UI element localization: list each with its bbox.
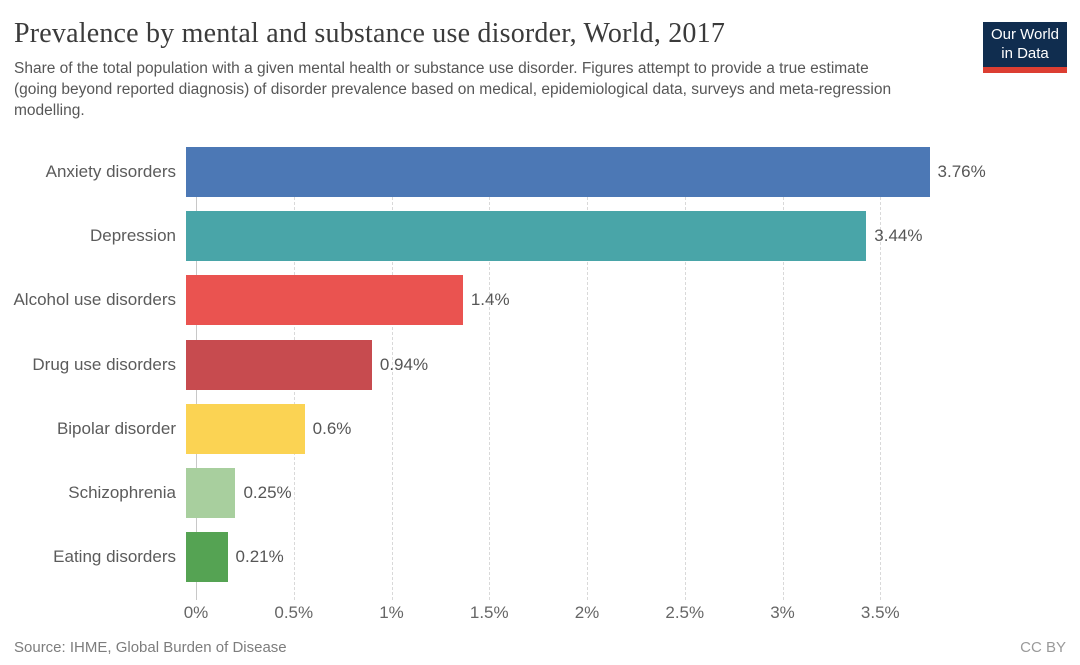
category-label-schizophrenia: Schizophrenia [68,483,176,503]
chart-subtitle: Share of the total population with a giv… [14,60,892,119]
bar-row-alcohol-use-disorders: Alcohol use disorders 1.4% [0,268,1080,332]
bar-track: 0.21% [186,532,1066,583]
bar-row-drug-use-disorders: Drug use disorders 0.94% [0,333,1080,397]
owid-logo[interactable]: Our World in Data [983,22,1067,73]
bar-bipolar-disorder[interactable] [186,403,305,454]
category-label-alcohol-use-disorders: Alcohol use disorders [13,290,176,310]
bar-row-schizophrenia: Schizophrenia 0.25% [0,461,1080,525]
x-tick-label-3%: 3% [770,603,795,622]
category-label-depression: Depression [90,226,176,246]
bar-track: 3.76% [186,147,1066,198]
value-label-depression: 3.44% [874,226,923,246]
value-label-schizophrenia: 0.25% [243,483,292,503]
source-note: Source: IHME, Global Burden of Disease [14,639,287,656]
gridline [880,147,882,600]
bar-anxiety-disorders[interactable] [186,147,930,198]
gridline [782,147,784,600]
bar-row-eating-disorders: Eating disorders 0.21% [0,525,1080,589]
bar-row-depression: Depression 3.44% [0,204,1080,268]
value-label-drug-use-disorders: 0.94% [379,354,429,374]
bar-track: 3.44% [186,211,1066,262]
gridline [391,147,393,600]
bar-row-bipolar-disorder: Bipolar disorder 0.6% [0,397,1080,461]
bar-row-anxiety-disorders: Anxiety disorders 3.76% [0,140,1080,204]
value-label-alcohol-use-disorders: 1.4% [470,290,510,310]
x-tick-label-0%: 0% [183,603,209,622]
category-label-bipolar-disorder: Bipolar disorder [56,418,176,438]
bar-alcohol-use-disorders[interactable] [186,275,463,326]
bar-rows: Anxiety disorders 3.76% Depression 3.44% Alc… [0,140,1080,589]
x-tick-label-1%: 1% [379,603,404,622]
gridline [587,147,588,600]
gridline [489,147,491,600]
x-tick-label-3.5%: 3.5% [860,603,900,622]
x-tick-label-1.5%: 1.5% [469,603,509,622]
license-link[interactable]: CC BY [1020,639,1066,656]
value-label-eating-disorders: 0.21% [235,547,284,567]
bar-schizophrenia[interactable] [186,468,236,519]
value-label-bipolar-disorder: 0.6% [312,418,352,438]
x-tick-label-2%: 2% [574,603,600,622]
owid-logo-line2: in Data [1001,45,1049,62]
category-label-drug-use-disorders: Drug use disorders [32,354,176,374]
category-label-eating-disorders: Eating disorders [53,547,176,567]
bar-depression[interactable] [186,211,867,262]
bar-track: 0.94% [186,339,1066,390]
value-label-anxiety-disorders: 3.76% [937,162,986,182]
bar-track: 0.6% [186,403,1066,454]
bar-drug-use-disorders[interactable] [186,339,372,390]
bar-track: 0.25% [186,468,1066,519]
x-tick-label-2.5%: 2.5% [665,603,705,622]
chart-title: Prevalence by mental and substance use d… [14,18,726,49]
category-label-anxiety-disorders: Anxiety disorders [45,162,176,182]
gridline [684,147,686,600]
bar-eating-disorders[interactable] [186,532,228,583]
x-axis: 0% 0.5% 1% 1.5% 2% 2.5% 3% 3.5% [184,603,1066,625]
bar-track: 1.4% [186,275,1066,326]
owid-logo-line1: Our World [990,26,1060,43]
x-tick-label-0.5%: 0.5% [274,603,314,622]
